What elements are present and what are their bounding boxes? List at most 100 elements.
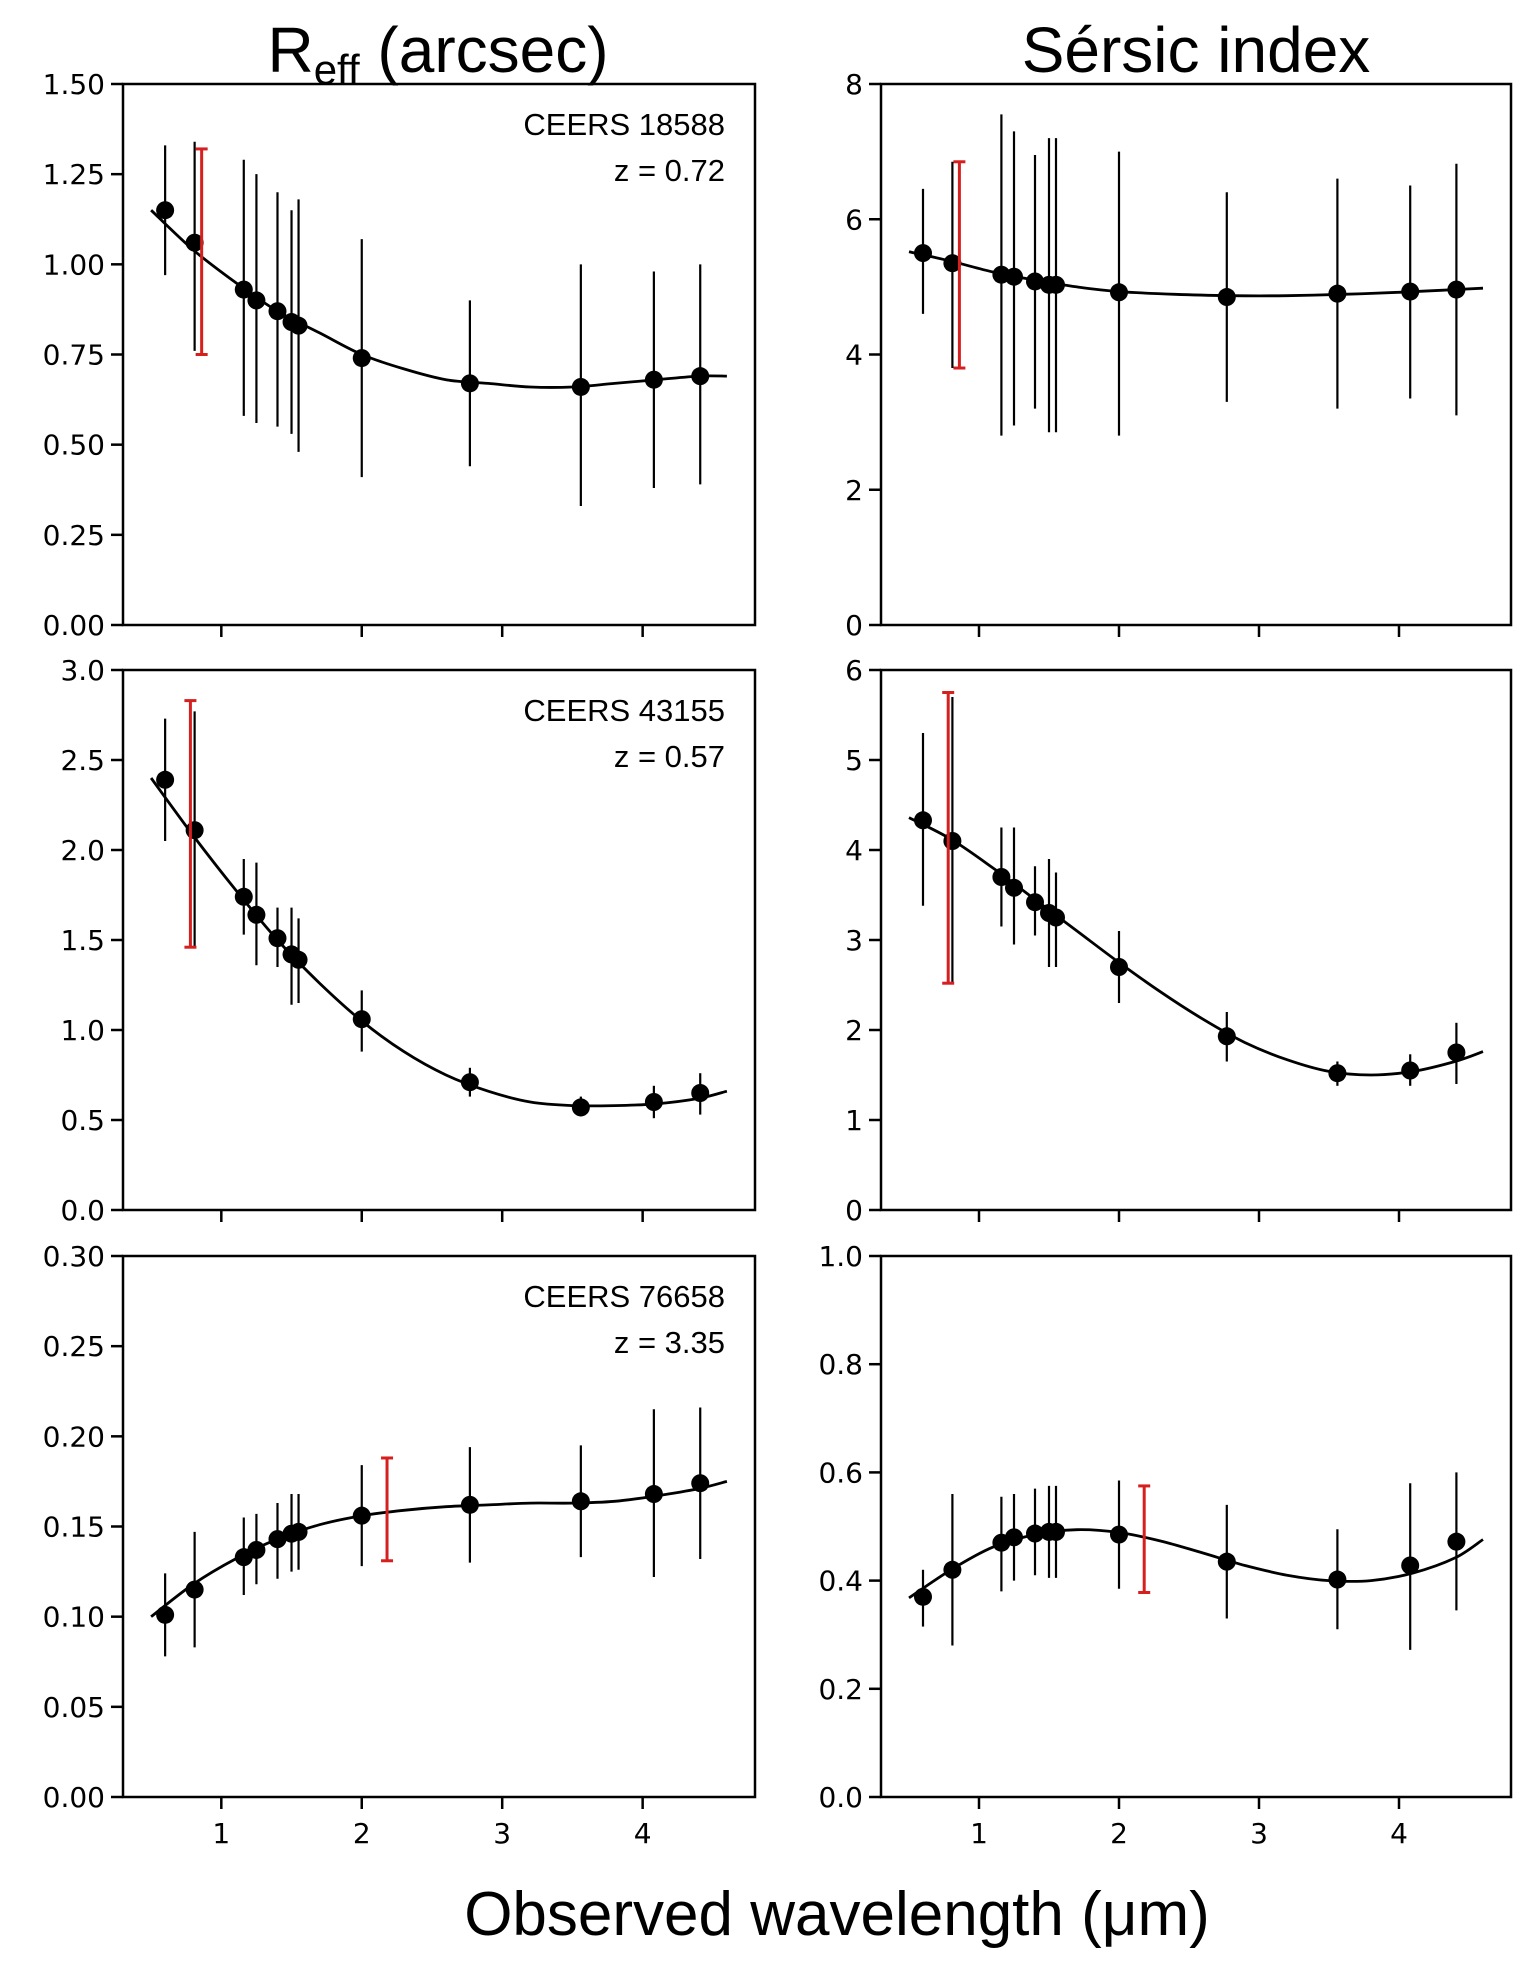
chart-panel: 0.00 0.25 0.50 0.75 1.00 1.25 1.50 CEERS 18588 z… — [43, 68, 757, 642]
data-point — [691, 1084, 710, 1102]
x-axis-label: Observed wavelength (μm) — [464, 1880, 1210, 1949]
data-point — [644, 370, 663, 389]
y-tick-label: 0.5 — [60, 1104, 105, 1137]
y-tick-label: 5 — [845, 744, 863, 777]
y-tick-label: 1.0 — [60, 1014, 105, 1047]
data-point — [234, 280, 253, 299]
data-point — [992, 868, 1011, 886]
data-point — [1110, 958, 1128, 976]
y-tick-label: 0.50 — [43, 429, 105, 462]
y-tick-label: 0.0 — [60, 1194, 105, 1227]
col-title-reff: Reff (arcsec) — [267, 14, 608, 93]
y-tick-label: 2.5 — [60, 744, 105, 777]
data-point — [1401, 282, 1420, 301]
y-tick-label: 0.2 — [818, 1673, 863, 1706]
y-tick-label: 6 — [845, 654, 863, 687]
y-tick-label: 3.0 — [60, 654, 105, 687]
data-point — [1328, 1064, 1347, 1083]
data-point — [1447, 1532, 1466, 1551]
panel-annotation: z = 3.35 — [614, 1325, 725, 1360]
y-tick-label: 0 — [845, 1194, 863, 1227]
chart-panel: 0 2 4 6 8 — [845, 68, 1513, 642]
panel-annotation: CEERS 76658 — [523, 1279, 725, 1314]
data-point — [1026, 1524, 1044, 1543]
y-tick-label: 0.6 — [818, 1456, 863, 1489]
data-point — [644, 1093, 663, 1111]
data-point — [268, 302, 287, 321]
data-point — [1217, 1027, 1236, 1046]
data-point — [1110, 1525, 1128, 1544]
data-point — [156, 201, 175, 220]
y-tick-label: 1.50 — [43, 68, 105, 101]
data-point — [914, 244, 932, 263]
data-point — [289, 1522, 308, 1541]
data-point — [1447, 1043, 1466, 1062]
data-point — [1401, 1061, 1420, 1080]
data-point — [1005, 1528, 1023, 1547]
data-point — [268, 1530, 287, 1549]
data-point — [156, 770, 175, 789]
data-point — [268, 929, 287, 948]
data-point — [1447, 280, 1466, 299]
y-tick-label: 0.8 — [818, 1348, 863, 1381]
data-point — [1401, 1556, 1420, 1575]
y-tick-label: 1 — [845, 1104, 863, 1137]
y-tick-label: 2 — [845, 474, 863, 507]
plot-frame — [879, 668, 1513, 1212]
data-point — [1047, 908, 1065, 927]
y-tick-label: 0 — [845, 609, 863, 642]
data-point — [185, 821, 204, 840]
data-point — [1328, 284, 1347, 303]
y-tick-label: 0.4 — [818, 1565, 863, 1598]
y-tick-label: 4 — [845, 339, 863, 372]
y-tick-label: 8 — [845, 68, 863, 101]
data-point — [185, 1580, 204, 1599]
y-tick-label: 0.00 — [43, 1781, 105, 1814]
data-point — [571, 1492, 590, 1511]
data-point — [943, 254, 962, 273]
data-point — [185, 233, 204, 252]
data-point — [1328, 1570, 1347, 1589]
x-tick-label: 1 — [212, 1817, 230, 1850]
data-point — [289, 316, 308, 335]
data-point — [247, 291, 266, 310]
data-point — [352, 349, 371, 368]
data-point — [156, 1605, 175, 1624]
y-tick-label: 0.25 — [43, 1330, 105, 1363]
chart-panel: 0.0 0.5 1.0 1.5 2.0 2.5 3.0 CEERS 43155 z = 0.57 — [60, 654, 757, 1227]
data-point — [914, 1587, 932, 1606]
y-tick-label: 2.0 — [60, 834, 105, 867]
y-tick-label: 1.0 — [818, 1240, 863, 1273]
x-tick-label: 3 — [1250, 1817, 1268, 1850]
col-title-sersic: Sérsic index — [1022, 14, 1371, 86]
panel-annotation: z = 0.72 — [614, 153, 725, 188]
x-tick-label: 2 — [353, 1817, 371, 1850]
fit-curve — [149, 777, 728, 1108]
data-point — [1026, 272, 1044, 291]
x-tick-label: 2 — [1110, 1817, 1128, 1850]
panel-annotation: CEERS 18588 — [523, 107, 725, 142]
panel-annotation: CEERS 43155 — [523, 693, 725, 728]
x-tick-label: 3 — [493, 1817, 511, 1850]
data-point — [352, 1010, 371, 1029]
data-point — [234, 887, 253, 906]
data-point — [352, 1506, 371, 1525]
y-tick-label: 0.75 — [43, 339, 105, 372]
y-tick-label: 2 — [845, 1014, 863, 1047]
data-point — [460, 1073, 479, 1092]
y-tick-label: 1.5 — [60, 924, 105, 957]
data-point — [1217, 1552, 1236, 1571]
y-tick-label: 6 — [845, 203, 863, 236]
fit-curve — [908, 816, 1484, 1077]
data-point — [1005, 267, 1023, 286]
y-tick-label: 0.10 — [43, 1601, 105, 1634]
y-tick-label: 0.30 — [43, 1240, 105, 1273]
x-tick-label: 4 — [634, 1817, 652, 1850]
data-point — [247, 905, 266, 924]
data-point — [691, 1474, 710, 1493]
x-tick-label: 4 — [1390, 1817, 1408, 1850]
x-tick-label: 1 — [970, 1817, 988, 1850]
data-point — [1026, 893, 1044, 912]
fit-curve — [150, 209, 727, 389]
